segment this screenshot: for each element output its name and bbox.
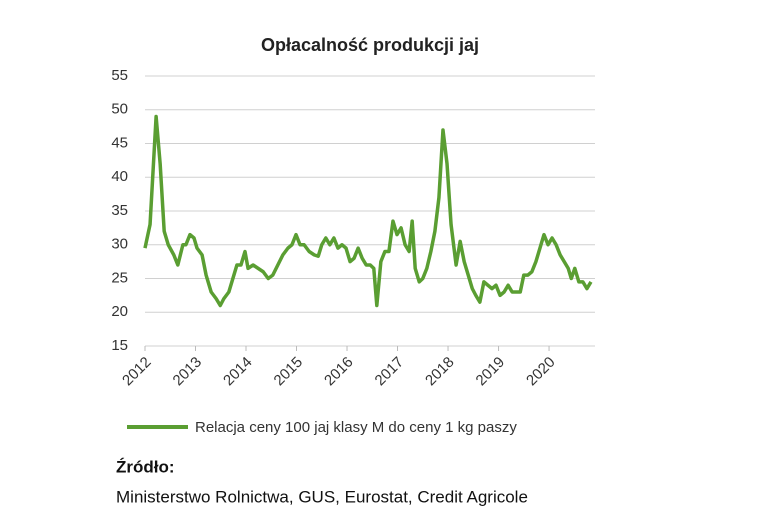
x-tick-label: 2015 <box>271 354 307 390</box>
y-tick-label: 35 <box>111 202 128 219</box>
y-tick-label: 15 <box>111 337 128 354</box>
x-tick-label: 2013 <box>170 354 206 390</box>
x-tick-label: 2018 <box>422 354 458 390</box>
y-tick-label: 40 <box>111 168 128 185</box>
x-tick-label: 2016 <box>321 354 357 390</box>
legend-label: Relacja ceny 100 jaj klasy M do ceny 1 k… <box>195 419 517 436</box>
source-label: Źródło: <box>116 457 175 476</box>
x-tick-label: 2019 <box>473 354 509 390</box>
y-tick-label: 25 <box>111 269 128 286</box>
x-tick-label: 2017 <box>372 354 408 390</box>
y-tick-label: 50 <box>111 101 128 118</box>
y-tick-label: 20 <box>111 303 128 320</box>
y-tick-label: 45 <box>111 134 128 151</box>
x-tick-label: 2014 <box>220 354 256 390</box>
chart-title: Opłacalność produkcji jaj <box>261 35 479 55</box>
y-tick-label: 55 <box>111 67 128 84</box>
x-tick-label: 2012 <box>119 354 155 390</box>
x-tick-label: 2020 <box>523 354 559 390</box>
y-tick-label: 30 <box>111 236 128 253</box>
source-text: Ministerstwo Rolnictwa, GUS, Eurostat, C… <box>116 487 528 506</box>
data-line <box>143 114 593 308</box>
